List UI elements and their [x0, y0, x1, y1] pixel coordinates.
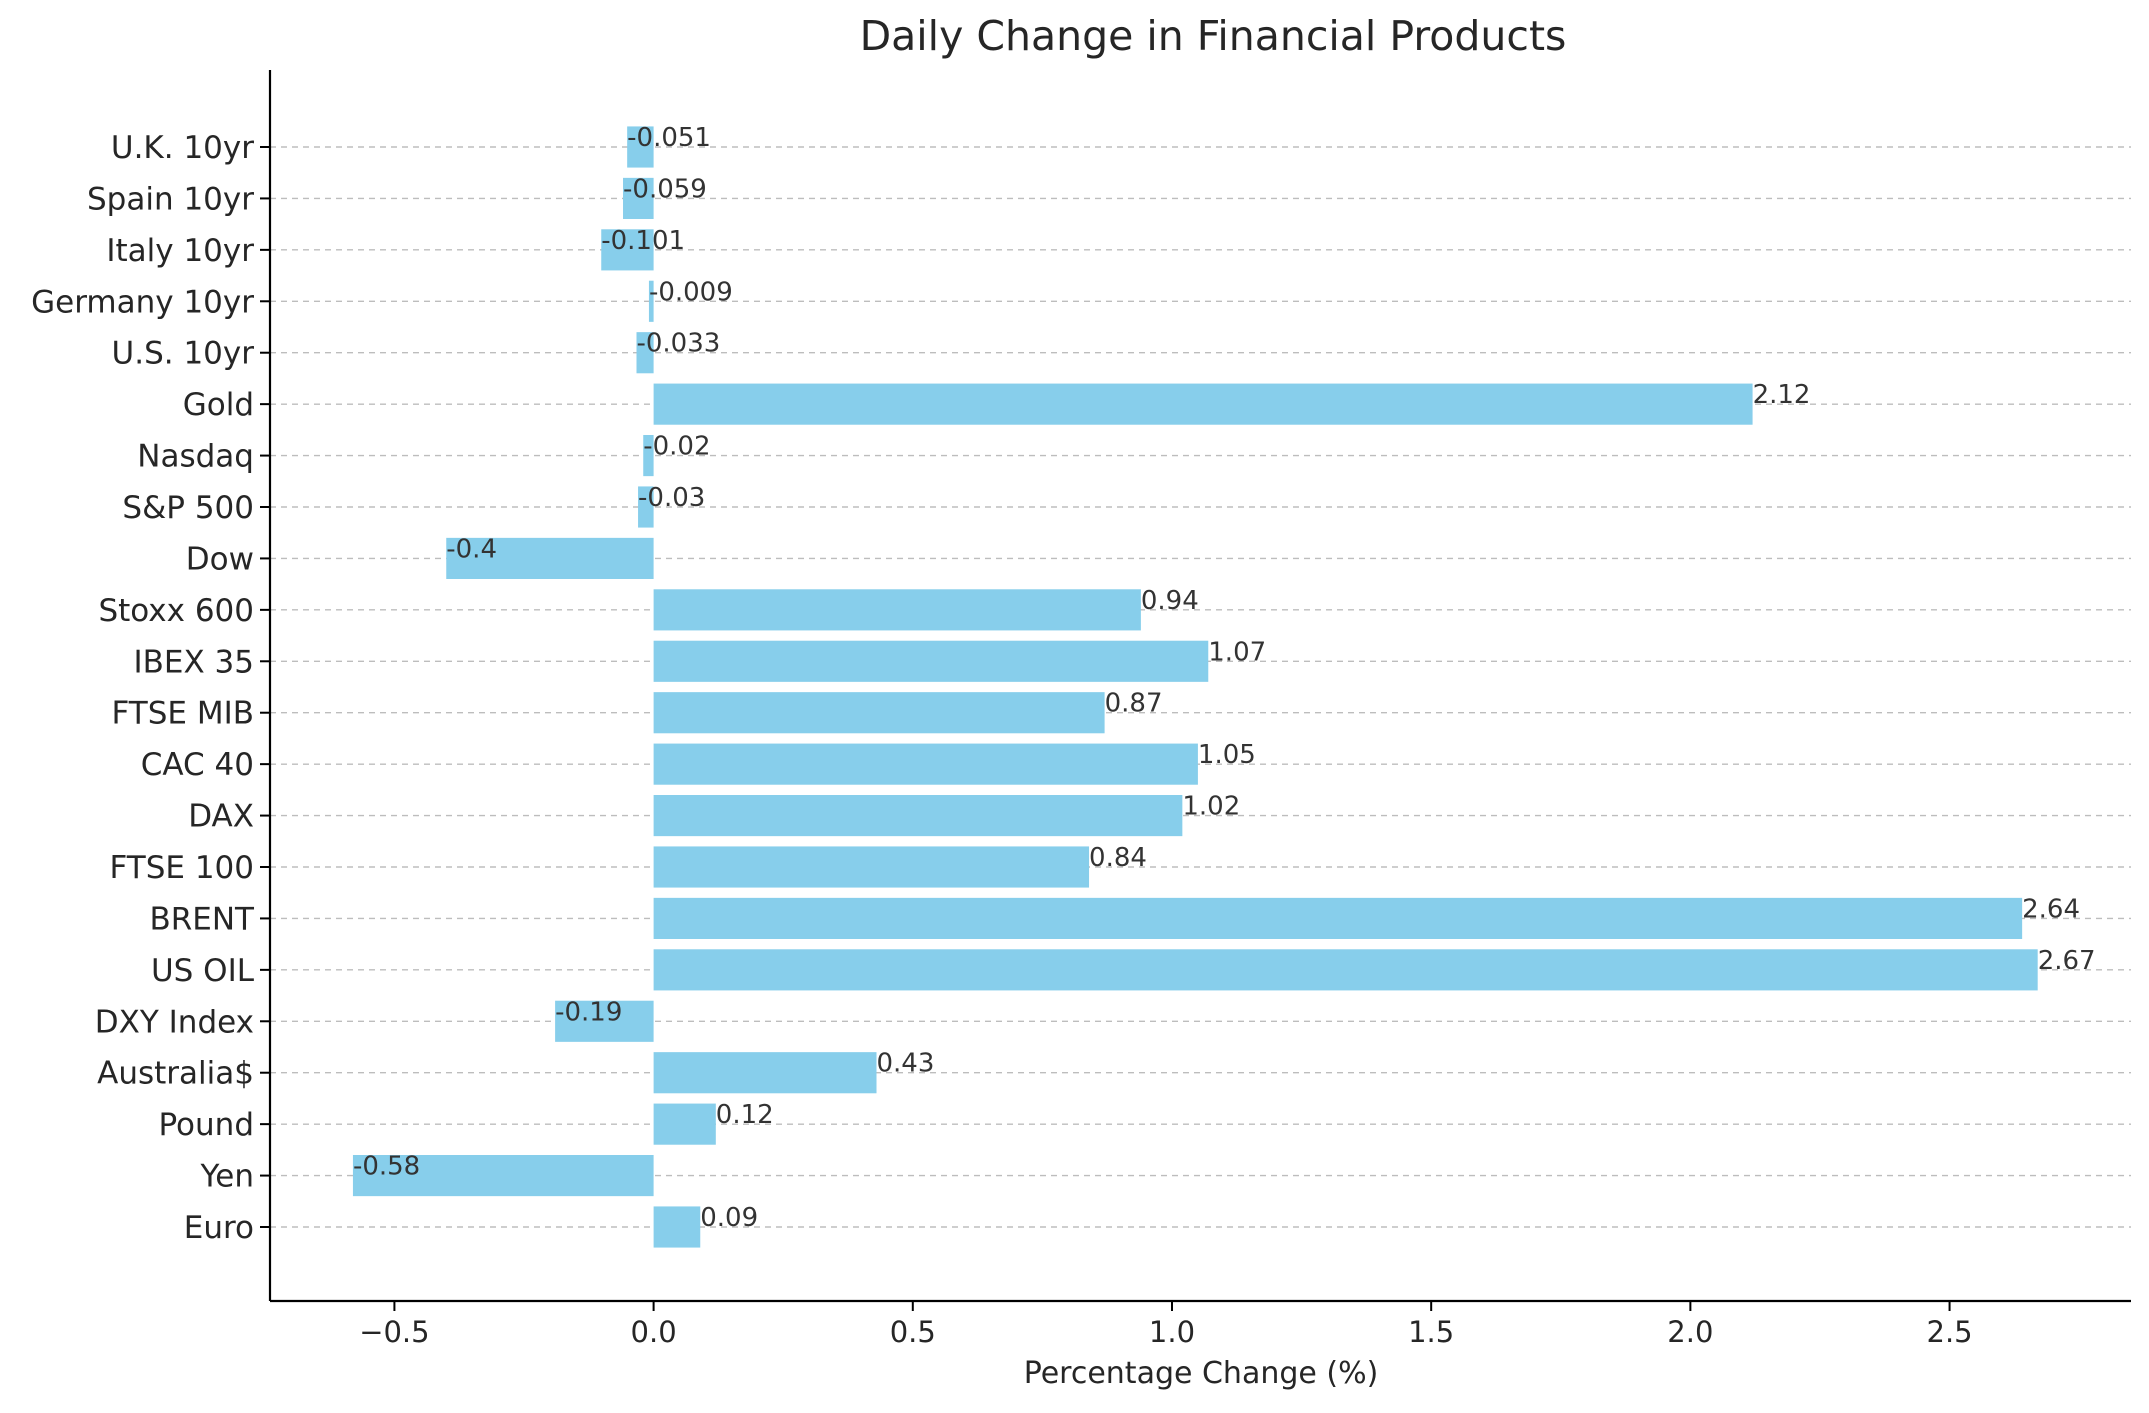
y-tick-label: IBEX 35 [133, 644, 254, 680]
y-tick-label: U.S. 10yr [112, 336, 255, 372]
data-label: -0.4 [446, 534, 497, 564]
x-tick-layer: −0.5 0.0 0.5 1.0 1.5 2.0 2.5 [359, 1301, 1973, 1349]
x-tick-label: 0.0 [631, 1315, 677, 1349]
data-label: 0.84 [1089, 843, 1147, 873]
y-tick-label: DXY Index [95, 1004, 254, 1040]
bar [653, 795, 1183, 837]
data-label: -0.03 [638, 483, 705, 513]
y-tick-label: DAX [188, 799, 254, 835]
bar [653, 1052, 877, 1094]
bar [446, 537, 654, 579]
data-label: 0.09 [700, 1203, 758, 1233]
data-label: -0.58 [353, 1152, 420, 1182]
data-label: 0.94 [1141, 586, 1199, 616]
y-tick-label: CAC 40 [141, 747, 254, 783]
data-label: -0.02 [643, 432, 710, 462]
bar [352, 1155, 654, 1197]
y-tick-label: Gold [183, 387, 254, 423]
x-tick-label: 2.5 [1927, 1315, 1973, 1349]
y-tick-label: FTSE MIB [112, 696, 255, 732]
bar [653, 640, 1209, 682]
data-label: -0.033 [636, 329, 720, 359]
bar [653, 846, 1090, 888]
bar [653, 949, 2038, 991]
data-label: -0.059 [623, 174, 707, 204]
y-tick-label: Stoxx 600 [98, 593, 254, 629]
y-tick-label: S&P 500 [122, 490, 254, 526]
bar [627, 126, 654, 168]
bar [653, 692, 1105, 734]
bar [653, 743, 1198, 785]
bar [653, 897, 2023, 939]
bar [643, 435, 654, 477]
y-tick-label: Yen [199, 1159, 254, 1195]
data-label: -0.051 [627, 123, 711, 153]
data-label: 1.07 [1208, 637, 1266, 667]
bar [555, 1000, 654, 1042]
bar [636, 332, 654, 374]
y-tick-label: Dow [186, 541, 254, 577]
x-tick-label: 0.5 [890, 1315, 936, 1349]
y-tick-label: Spain 10yr [87, 181, 254, 217]
y-tick-label: BRENT [149, 901, 255, 937]
data-label: 0.43 [877, 1049, 935, 1079]
y-tick-label: FTSE 100 [109, 850, 254, 886]
data-label: 1.05 [1198, 740, 1256, 770]
y-tick-label: Italy 10yr [106, 233, 254, 269]
y-tick-label: Nasdaq [137, 439, 254, 475]
y-tick-layer: Euro Yen Pound Australia$ DXY Index US OIL BRE… [31, 130, 270, 1246]
axes-layer [268, 70, 2131, 1303]
data-label: 2.67 [2038, 946, 2096, 976]
y-tick-label: US OIL [151, 953, 255, 989]
x-tick-label: 1.5 [1408, 1315, 1454, 1349]
x-axis-label: Percentage Change (%) [1024, 1356, 1379, 1391]
data-label: -0.101 [601, 226, 685, 256]
data-label: 0.12 [716, 1100, 774, 1130]
grid-layer [270, 146, 2131, 1228]
data-label: -0.009 [649, 277, 733, 307]
y-tick-label: U.K. 10yr [111, 130, 254, 166]
x-tick-label: −0.5 [359, 1315, 429, 1349]
data-label: 2.12 [1753, 380, 1811, 410]
y-tick-label: Australia$ [97, 1056, 254, 1092]
chart-title: Daily Change in Financial Products [860, 12, 1567, 60]
y-tick-label: Germany 10yr [31, 284, 254, 320]
x-tick-label: 2.0 [1667, 1315, 1713, 1349]
data-label: 0.87 [1105, 689, 1163, 719]
value-label-layer: 0.09 -0.58 0.12 0.43 -0.19 2.67 2.64 0.84 1.02 1.… [353, 123, 2096, 1233]
y-tick-label: Euro [184, 1210, 254, 1246]
bar [653, 383, 1753, 425]
bar [648, 280, 654, 322]
data-label: -0.19 [555, 997, 622, 1027]
bar [638, 486, 654, 528]
bar [601, 229, 654, 271]
data-label: 2.64 [2022, 894, 2080, 924]
y-tick-label: Pound [158, 1107, 254, 1143]
bar-layer [352, 126, 2038, 1248]
bar [653, 589, 1141, 631]
bar [653, 1206, 701, 1248]
bar [653, 1103, 716, 1145]
x-tick-label: 1.0 [1149, 1315, 1195, 1349]
bar [623, 177, 654, 219]
data-label: 1.02 [1182, 792, 1240, 822]
